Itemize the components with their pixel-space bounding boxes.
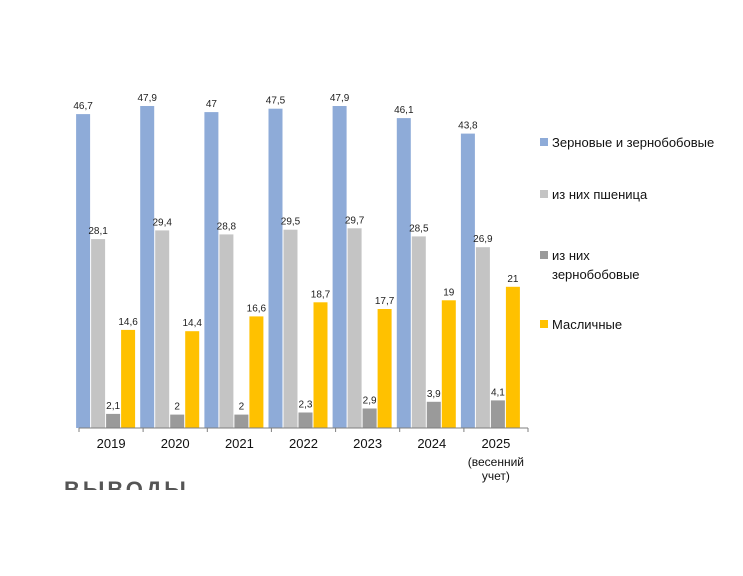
value-label-grain-2019: 46,7 — [73, 101, 93, 112]
value-label-legumes-2023: 2,9 — [363, 396, 377, 407]
value-label-wheat-2024: 28,5 — [409, 223, 429, 234]
value-label-oilseeds-2023: 17,7 — [375, 296, 395, 307]
bar-wheat-2021 — [219, 234, 234, 428]
x-tick-marks-layer — [78, 428, 529, 432]
bar-oilseeds-2022 — [313, 302, 328, 428]
legend-item-oilseeds: Масличные — [540, 315, 740, 334]
legend-swatch-wheat — [540, 190, 548, 198]
bar-legumes-2022 — [298, 412, 313, 428]
value-label-oilseeds-2020: 14,4 — [182, 318, 202, 329]
value-label-grain-2023: 47,9 — [330, 93, 350, 104]
bar-oilseeds-2019 — [121, 329, 136, 428]
bar-legumes-2021 — [234, 414, 249, 428]
legend-label-legumes: из них зернобобовые — [552, 248, 640, 282]
bar-grain-2021 — [204, 112, 219, 428]
value-label-oilseeds-2022: 18,7 — [311, 289, 331, 300]
x-tick-label-2023: 2023 — [353, 436, 382, 451]
value-label-grain-2020: 47,9 — [137, 93, 157, 104]
bar-grain-2025 — [460, 133, 475, 428]
bar-legumes-2019 — [106, 413, 121, 428]
value-label-grain-2024: 46,1 — [394, 105, 414, 116]
legend-item-legumes: из них зернобобовые — [540, 246, 672, 284]
bar-grain-2023 — [332, 106, 347, 428]
value-label-oilseeds-2024: 19 — [443, 287, 455, 298]
legend-label-wheat: из них пшеница — [552, 187, 648, 202]
bar-oilseeds-2020 — [185, 331, 200, 428]
bar-legumes-2023 — [362, 408, 377, 428]
bar-legumes-2024 — [426, 401, 441, 428]
bar-grain-2024 — [396, 118, 411, 428]
bars-layer — [76, 106, 520, 428]
legend-label-oilseeds: Масличные — [552, 317, 623, 332]
value-label-wheat-2019: 28,1 — [88, 226, 108, 237]
value-label-legumes-2019: 2,1 — [106, 401, 120, 412]
bar-wheat-2025 — [475, 247, 490, 428]
x-tick-label-2022: 2022 — [289, 436, 318, 451]
value-label-wheat-2021: 28,8 — [217, 221, 237, 232]
bar-wheat-2023 — [347, 228, 362, 428]
bar-wheat-2024 — [411, 236, 426, 428]
value-label-wheat-2023: 29,7 — [345, 215, 365, 226]
bar-oilseeds-2021 — [249, 316, 264, 428]
legend-item-wheat: из них пшеница — [540, 185, 740, 204]
x-tick-label-2019: 2019 — [97, 436, 126, 451]
bar-wheat-2020 — [155, 230, 170, 428]
value-label-grain-2022: 47,5 — [266, 96, 286, 107]
value-label-grain-2025: 43,8 — [458, 121, 478, 132]
bar-grain-2022 — [268, 108, 283, 428]
value-label-legumes-2020: 2 — [174, 402, 180, 413]
bar-oilseeds-2025 — [505, 286, 520, 428]
bar-oilseeds-2023 — [377, 309, 392, 428]
legend: Зерновые и зернобобовые из них пшеница и… — [540, 133, 740, 334]
bar-oilseeds-2024 — [441, 300, 456, 428]
legend-item-grain: Зерновые и зернобобовые — [540, 133, 740, 152]
x-tick-sublabel-2025: (весенний учет) — [468, 455, 524, 483]
x-tick-label-2021: 2021 — [225, 436, 254, 451]
legend-swatch-grain — [540, 138, 548, 146]
value-label-legumes-2021: 2 — [239, 402, 245, 413]
value-label-legumes-2024: 3,9 — [427, 389, 441, 400]
value-label-oilseeds-2025: 21 — [507, 274, 519, 285]
bar-legumes-2025 — [490, 400, 505, 428]
bar-grain-2020 — [140, 106, 155, 428]
legend-swatch-oilseeds — [540, 320, 548, 328]
bar-wheat-2019 — [91, 239, 106, 428]
value-label-oilseeds-2019: 14,6 — [118, 317, 138, 328]
value-label-oilseeds-2021: 16,6 — [247, 303, 267, 314]
cropped-heading-watermark: ВЫВОДЫ — [64, 476, 189, 490]
x-tick-label-2025: 2025 — [481, 436, 510, 451]
legend-swatch-legumes — [540, 251, 548, 259]
cropped-heading-text: ВЫВОДЫ — [64, 477, 189, 490]
value-label-legumes-2022: 2,3 — [299, 400, 313, 411]
value-label-grain-2021: 47 — [206, 99, 218, 110]
legend-label-grain: Зерновые и зернобобовые — [552, 135, 715, 150]
x-tick-label-2020: 2020 — [161, 436, 190, 451]
x-tick-label-2024: 2024 — [417, 436, 446, 451]
bar-legumes-2020 — [170, 414, 185, 428]
value-label-wheat-2022: 29,5 — [281, 217, 301, 228]
bar-wheat-2022 — [283, 229, 298, 428]
value-labels-layer: 46,7 28,1 2,1 14,6 47,9 29,4 2 14,4 47 28,8 2 16,6 4… — [73, 93, 519, 413]
x-tick-labels-layer: 2019 2020 2021 2022 2023 2024 2025 (весенний уче… — [97, 436, 524, 483]
value-label-wheat-2020: 29,4 — [152, 217, 172, 228]
value-label-wheat-2025: 26,9 — [473, 234, 493, 245]
value-label-legumes-2025: 4,1 — [491, 387, 505, 398]
bar-grain-2019 — [76, 114, 91, 428]
